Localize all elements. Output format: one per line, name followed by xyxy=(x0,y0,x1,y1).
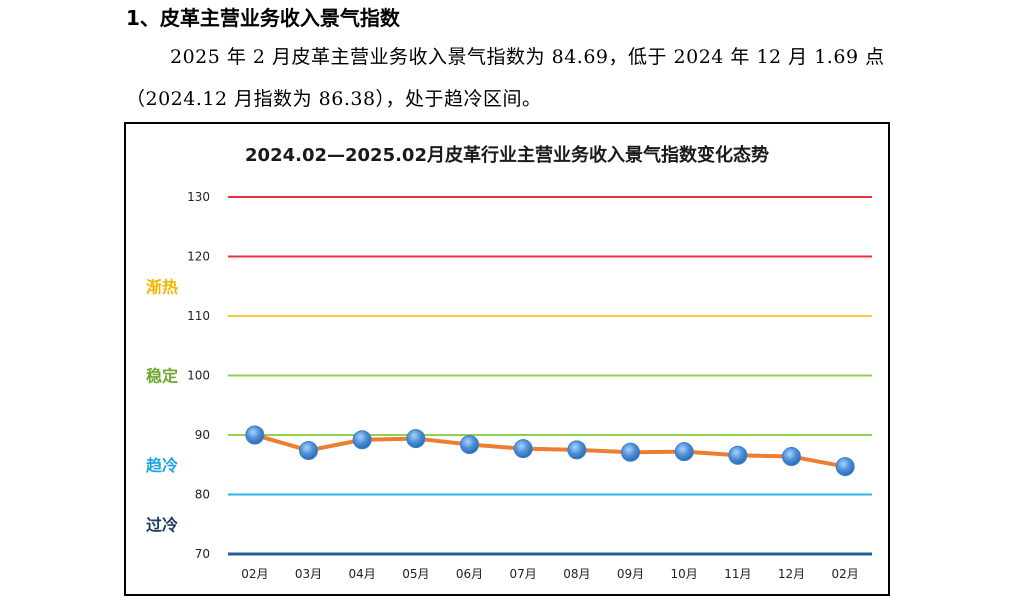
y-tick-label: 100 xyxy=(187,369,210,383)
y-tick-label: 110 xyxy=(187,309,210,323)
x-tick-label: 09月 xyxy=(617,567,644,581)
zone-label: 稳定 xyxy=(146,367,178,386)
y-tick-label: 130 xyxy=(187,190,210,204)
chart-title: 2024.02—2025.02月皮革行业主营业务收入景气指数变化态势 xyxy=(245,144,769,166)
index-chart: 2024.02—2025.02月皮革行业主营业务收入景气指数变化态势 70 80 90… xyxy=(146,144,872,581)
data-point xyxy=(513,439,533,459)
x-tick-label: 12月 xyxy=(778,567,805,581)
chart-frame: 2024.02—2025.02月皮革行业主营业务收入景气指数变化态势 70 80 90… xyxy=(124,122,890,596)
zone-label: 趋冷 xyxy=(146,456,178,475)
x-tick-label: 04月 xyxy=(349,567,376,581)
x-tick-label: 11月 xyxy=(724,567,751,581)
data-point xyxy=(406,429,426,449)
y-tick-label: 120 xyxy=(187,250,210,264)
data-point xyxy=(674,442,694,462)
data-point xyxy=(567,440,587,460)
x-tick-label: 07月 xyxy=(510,567,537,581)
data-point xyxy=(782,447,801,467)
data-point xyxy=(728,445,748,465)
x-tick-label: 06月 xyxy=(456,567,483,581)
zone-label: 渐热 xyxy=(146,277,178,296)
data-point xyxy=(245,425,265,445)
x-tick-label: 08月 xyxy=(563,567,590,581)
data-point xyxy=(352,430,372,450)
summary-text: 2025 年 2 月皮革主营业务收入景气指数为 84.69，低于 2024 年 … xyxy=(126,46,885,110)
x-tick-label: 02月 xyxy=(832,567,859,581)
x-tick-label: 02月 xyxy=(241,567,268,581)
data-point xyxy=(621,442,640,462)
x-tick-label: 03月 xyxy=(295,567,322,581)
section-heading: 1、皮革主营业务收入景气指数 xyxy=(126,6,400,30)
y-tick-label: 70 xyxy=(195,547,210,561)
x-tick-label: 10月 xyxy=(671,567,698,581)
data-point xyxy=(299,440,318,460)
y-tick-label: 80 xyxy=(195,488,210,502)
data-point xyxy=(835,457,855,477)
series-line xyxy=(252,433,848,469)
zone-label: 过冷 xyxy=(146,515,178,534)
x-tick-label: 05月 xyxy=(402,567,429,581)
y-tick-label: 90 xyxy=(195,428,210,442)
data-point xyxy=(460,435,479,455)
summary-paragraph: 2025 年 2 月皮革主营业务收入景气指数为 84.69，低于 2024 年 … xyxy=(126,36,896,120)
